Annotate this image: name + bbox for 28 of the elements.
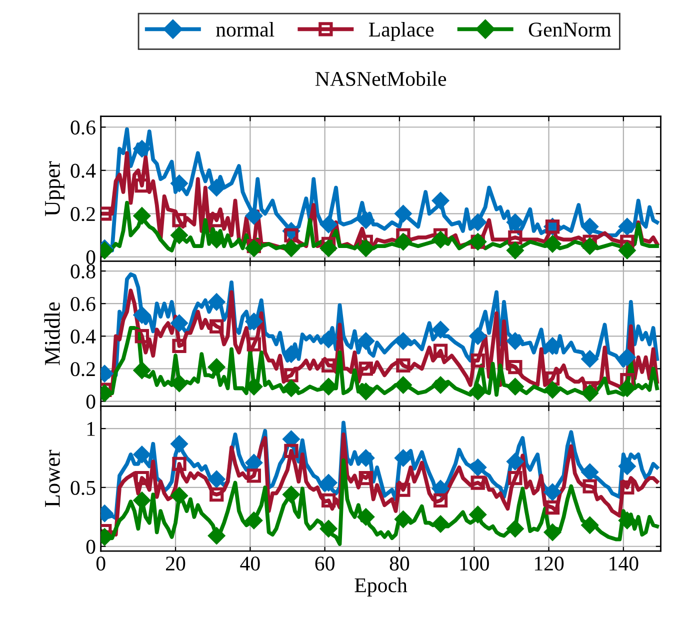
y-tick-label: 0 [86, 540, 96, 554]
x-tick-label: 60 [315, 556, 334, 571]
legend-label: normal [216, 22, 274, 37]
y-axis-title: Lower [45, 450, 60, 507]
y-tick-label: 0.6 [70, 296, 96, 312]
y-tick-label: 0 [86, 394, 96, 409]
y-tick-label: 1 [87, 422, 95, 436]
legend-label: Laplace [368, 22, 434, 41]
x-tick-label: 20 [166, 556, 186, 571]
y-tick-label: 0.4 [70, 330, 96, 344]
x-tick-label: 40 [240, 556, 260, 571]
y-tick-label: 0.4 [70, 164, 96, 178]
x-tick-label: 100 [460, 556, 489, 571]
chart-title: NASNetMobile [315, 71, 446, 86]
legend-label: GenNorm [528, 22, 612, 37]
x-tick-label: 140 [610, 556, 638, 571]
x-tick-label: 0 [96, 556, 106, 571]
y-tick-label: 0.8 [70, 264, 96, 279]
y-axis-title: Middle [44, 302, 60, 366]
y-tick-label: 0.2 [70, 207, 95, 222]
y-tick-label: 0.2 [70, 362, 95, 376]
y-tick-label: 0.5 [70, 480, 96, 495]
x-tick-label: 120 [534, 556, 564, 571]
y-tick-label: 0.6 [70, 120, 96, 135]
x-axis-title: Epoch [354, 578, 408, 597]
x-tick-label: 80 [390, 556, 410, 571]
y-tick-label: 0 [86, 250, 96, 264]
y-axis-title: Upper [45, 161, 64, 216]
